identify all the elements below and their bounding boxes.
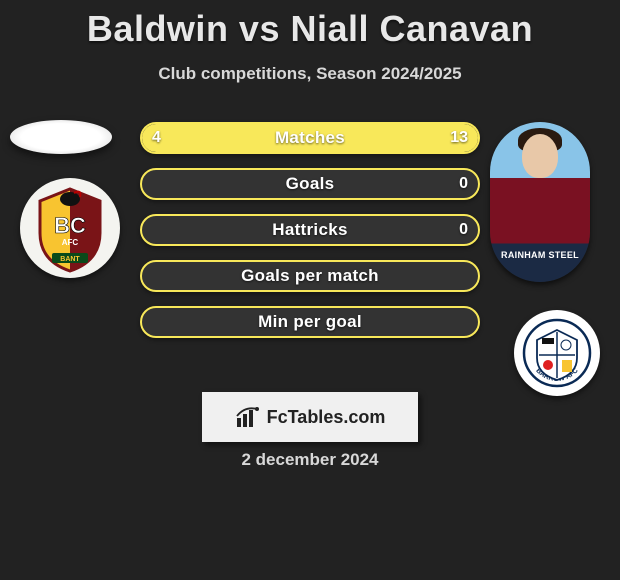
player-right-avatar: RAINHAM STEEL	[490, 122, 590, 282]
stat-row: Matches4 13	[140, 122, 480, 154]
stat-label: Goals	[142, 170, 478, 198]
page-subtitle: Club competitions, Season 2024/2025	[0, 64, 620, 84]
stat-value-right: 0	[459, 216, 468, 244]
stat-row: Hattricks0	[140, 214, 480, 246]
stat-label: Matches	[142, 124, 478, 152]
stat-value-left: 4	[152, 124, 161, 152]
stat-row: Min per goal	[140, 306, 480, 338]
crest-left-banner: BANT	[60, 256, 80, 263]
watermark-text: FcTables.com	[267, 407, 386, 428]
watermark-badge: FcTables.com	[202, 392, 418, 442]
stat-row: Goals0	[140, 168, 480, 200]
stat-value-right: 0	[459, 170, 468, 198]
stat-label: Hattricks	[142, 216, 478, 244]
crest-left-afc: AFC	[62, 238, 79, 247]
club-crest-left: BC AFC BANT	[20, 178, 120, 293]
player-left-avatar	[10, 120, 112, 154]
club-crest-right: BARROW AFC	[514, 310, 600, 396]
page-title: Baldwin vs Niall Canavan	[0, 0, 620, 50]
crest-left-initials: BC	[54, 213, 86, 238]
stat-label: Goals per match	[142, 262, 478, 290]
comparison-chart: Matches413Goals0Hattricks0Goals per matc…	[140, 122, 480, 352]
player-right-sponsor: RAINHAM STEEL	[490, 250, 590, 260]
stat-label: Min per goal	[142, 308, 478, 336]
stat-row: Goals per match	[140, 260, 480, 292]
snapshot-date: 2 december 2024	[0, 450, 620, 470]
stat-value-right: 13	[450, 124, 468, 152]
chart-icon	[235, 404, 261, 430]
